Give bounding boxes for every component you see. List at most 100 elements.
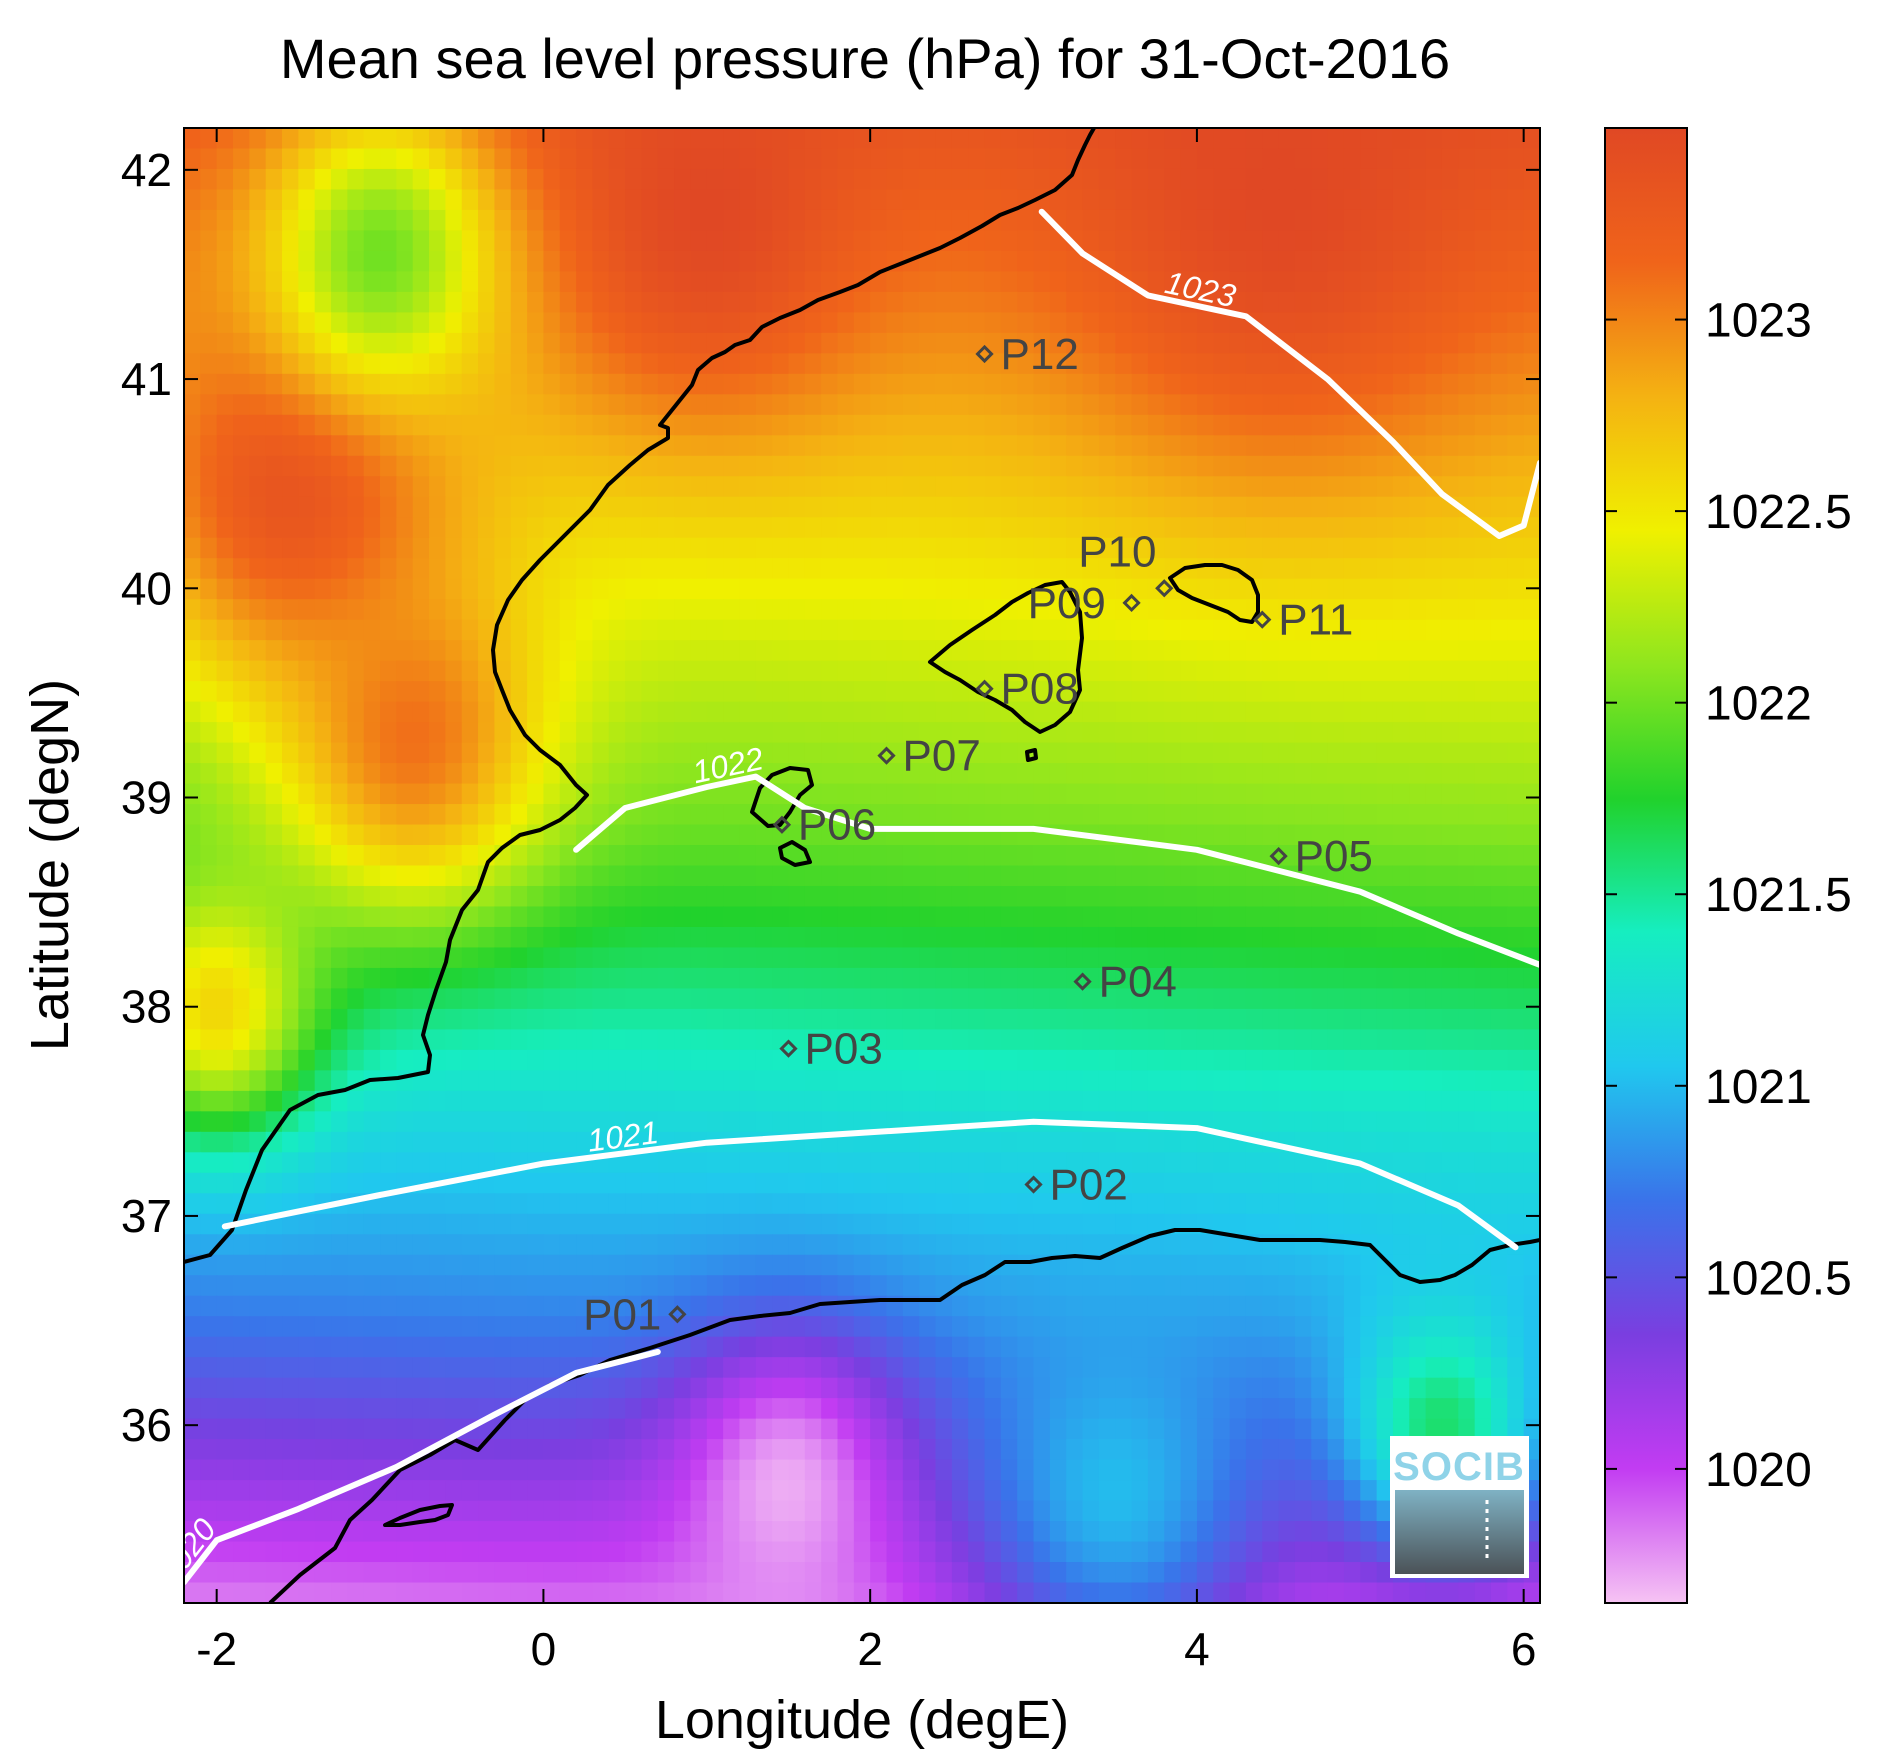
heat-cell <box>1343 537 1362 560</box>
heat-cell <box>331 230 349 252</box>
heat-cell <box>1049 332 1068 355</box>
heat-cell <box>1229 1254 1247 1277</box>
heat-cell <box>739 1152 757 1174</box>
heat-cell <box>461 1336 479 1358</box>
heat-cell <box>478 783 496 805</box>
heat-cell <box>1000 906 1019 928</box>
heat-cell <box>1425 435 1443 457</box>
heat-cell <box>1360 271 1378 293</box>
heat-cell <box>935 967 953 990</box>
heat-cell <box>706 1172 724 1195</box>
heat-cell <box>576 947 594 969</box>
heat-cell <box>412 906 430 928</box>
heat-cell <box>1164 1152 1182 1174</box>
heat-cell <box>1147 128 1166 150</box>
heat-cell <box>625 783 643 805</box>
heat-cell <box>1115 537 1133 560</box>
heat-cell <box>1376 168 1394 191</box>
heat-cell <box>592 578 610 600</box>
heat-cell <box>1098 1295 1117 1317</box>
heat-cell <box>200 824 218 846</box>
heat-cell <box>412 824 430 846</box>
heat-cell <box>249 865 267 887</box>
heat-cell <box>657 804 675 826</box>
heat-cell <box>772 353 790 375</box>
heat-cell <box>608 599 626 621</box>
heat-cell <box>478 455 496 478</box>
heat-cell <box>935 394 953 416</box>
heat-cell <box>1392 1234 1411 1256</box>
heat-cell <box>1115 619 1133 641</box>
heat-cell <box>1360 476 1378 498</box>
heat-cell <box>1360 742 1378 764</box>
heat-cell <box>1392 926 1411 949</box>
heat-cell <box>478 394 496 416</box>
heat-cell <box>1425 332 1443 355</box>
heat-cell <box>494 1254 512 1277</box>
heat-cell <box>249 1295 267 1317</box>
heat-cell <box>527 476 545 498</box>
heat-cell <box>576 1090 594 1113</box>
heat-cell <box>527 804 545 826</box>
heat-cell <box>902 1029 920 1051</box>
heat-cell <box>1147 619 1166 641</box>
heat-cell <box>1066 271 1084 293</box>
heat-cell <box>641 681 659 703</box>
heat-cell <box>1196 435 1215 457</box>
heat-cell <box>1327 926 1345 949</box>
heat-cell <box>510 455 528 478</box>
heat-cell <box>510 230 528 252</box>
heat-cell <box>265 926 283 949</box>
heat-cell <box>968 189 986 211</box>
heat-cell <box>282 1295 300 1317</box>
heat-cell <box>1425 517 1443 539</box>
heat-cell <box>1229 128 1247 150</box>
heat-cell <box>935 168 953 191</box>
heat-cell <box>984 722 1002 744</box>
heat-cell <box>1147 742 1166 764</box>
heat-cell <box>1523 353 1540 375</box>
heat-cell <box>249 168 267 191</box>
heat-cell <box>1343 455 1362 478</box>
heat-cell <box>347 1029 365 1051</box>
heat-cell <box>1507 1008 1525 1031</box>
heat-cell <box>200 455 218 478</box>
heat-cell <box>1000 619 1019 641</box>
heat-cell <box>772 1172 790 1195</box>
heat-cell <box>1229 1049 1247 1072</box>
heat-cell <box>200 926 218 949</box>
heat-cell <box>1409 1316 1427 1338</box>
heat-cell <box>1196 619 1215 641</box>
heat-cell <box>1360 1172 1378 1195</box>
heat-cell <box>1131 1295 1149 1317</box>
heat-cell <box>1164 906 1182 928</box>
heat-cell <box>804 1254 822 1277</box>
heat-cell <box>951 783 969 805</box>
heat-cell <box>592 1111 610 1133</box>
heat-cell <box>902 1172 920 1195</box>
heat-cell <box>870 885 888 908</box>
heat-cell <box>1000 1213 1019 1236</box>
heat-cell <box>1229 1213 1247 1236</box>
heat-cell <box>886 496 904 519</box>
heat-cell <box>608 988 626 1010</box>
heat-cell <box>1376 783 1394 805</box>
heat-cell <box>347 578 365 600</box>
heat-cell <box>347 906 365 928</box>
heat-cell <box>951 599 969 621</box>
heat-cell <box>984 947 1002 969</box>
heat-cell <box>1360 681 1378 703</box>
heat-cell <box>984 1008 1002 1031</box>
heat-cell <box>478 168 496 191</box>
heat-cell <box>527 1070 545 1092</box>
heat-cell <box>739 1275 757 1297</box>
heat-cell <box>625 865 643 887</box>
heat-cell <box>461 291 479 314</box>
heat-cell <box>1049 1049 1068 1072</box>
heat-cell <box>200 230 218 252</box>
heat-cell <box>494 1008 512 1031</box>
heat-cell <box>1458 701 1476 723</box>
heat-cell <box>1164 1131 1182 1154</box>
heat-cell <box>363 578 381 600</box>
heat-cell <box>1278 742 1296 764</box>
